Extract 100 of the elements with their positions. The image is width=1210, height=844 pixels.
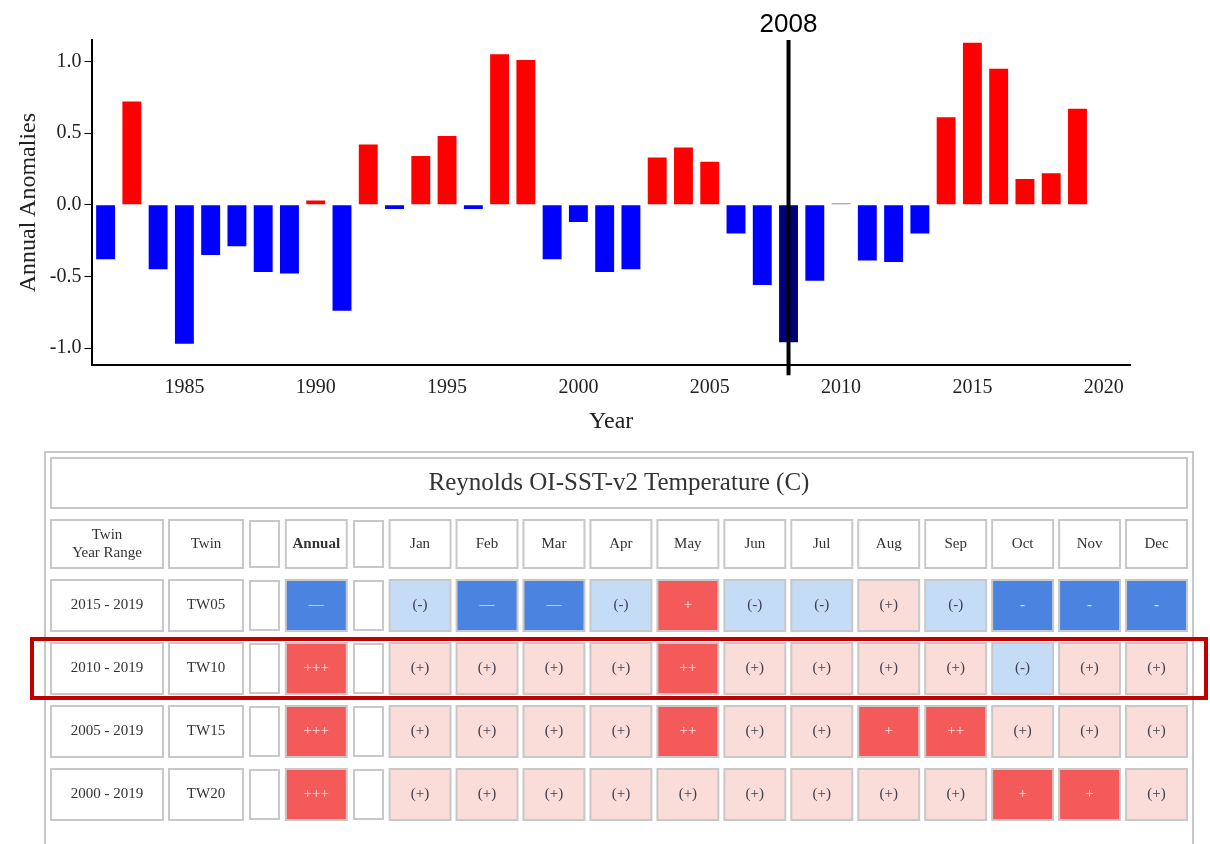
text: + (683, 596, 693, 613)
category-label: TW10 (186, 659, 226, 676)
bar (910, 205, 930, 234)
bar (726, 205, 746, 234)
y-tick-label: -0.5 (49, 263, 82, 286)
bar (542, 205, 562, 260)
category-label: Feb (475, 534, 499, 551)
x-tick-label: 1985 (164, 375, 205, 398)
text: (+) (611, 785, 631, 802)
text: (+) (410, 785, 430, 802)
text: (+) (544, 722, 564, 739)
text: (+) (1080, 659, 1099, 676)
x-tick-label: 2005 (689, 375, 730, 398)
text: ++ (679, 722, 697, 739)
x-tick-label: 1990 (295, 375, 336, 398)
category-label: Aug (875, 534, 903, 551)
category-label: 2010 - 2019 (70, 659, 144, 676)
text: Twin (190, 534, 222, 551)
text: (+) (611, 722, 631, 739)
text: — (308, 596, 324, 613)
text: (+) (477, 722, 497, 739)
bar (621, 205, 641, 270)
bar (332, 205, 352, 311)
text: Twin Year Range (72, 525, 143, 560)
bar (516, 60, 536, 205)
bar (201, 205, 221, 255)
text: +++ (303, 659, 329, 676)
bar (595, 205, 615, 273)
category-label: TW20 (186, 785, 226, 802)
category-label: 2005 - 2019 (70, 722, 144, 739)
bar (805, 205, 825, 281)
text: (+) (544, 785, 564, 802)
bar (174, 205, 194, 344)
category-label: Jun (744, 534, 766, 551)
text: (+) (1147, 722, 1166, 739)
text: +++ (303, 722, 329, 739)
text: (-) (747, 596, 763, 613)
bar (752, 205, 772, 285)
y-tick-label: 1.0 (56, 48, 82, 71)
text: (+) (745, 722, 765, 739)
x-axis-title: Year (589, 406, 634, 433)
text: (+) (1013, 722, 1032, 739)
bar (1041, 173, 1061, 205)
text: - (1087, 596, 1093, 613)
text: — (479, 596, 495, 613)
text: (+) (1080, 722, 1099, 739)
category-label: 2015 - 2019 (70, 596, 144, 613)
x-tick-label: 2015 (952, 375, 993, 398)
category-label: Sep (944, 534, 967, 551)
x-tick-label: 2010 (821, 375, 862, 398)
text: (+) (946, 785, 965, 802)
text: Reynolds OI-SST-v2 Temperature (C) (428, 467, 810, 496)
bar (700, 161, 720, 205)
bar (280, 205, 299, 274)
bar (674, 147, 693, 205)
bar (884, 205, 904, 263)
bar (463, 205, 483, 210)
text: (+) (946, 659, 965, 676)
category-label: Annual (292, 534, 341, 551)
text: (+) (812, 785, 831, 802)
bar (1015, 178, 1035, 205)
text: - (1154, 596, 1160, 613)
bar (253, 205, 273, 273)
bar (962, 42, 982, 205)
ref-line-label: 2008 (759, 8, 818, 39)
category-label: Mar (541, 534, 567, 551)
category-label: Apr (609, 534, 633, 551)
text: +++ (303, 785, 329, 802)
category-label: TW05 (186, 596, 226, 613)
bar (411, 156, 431, 205)
bar (437, 135, 457, 205)
text: (+) (544, 659, 564, 676)
x-tick-label: 1995 (427, 375, 468, 398)
text: (-) (948, 596, 964, 613)
category-label: Oct (1011, 534, 1035, 551)
text: (+) (611, 659, 631, 676)
text: (+) (879, 659, 898, 676)
text: (+) (678, 785, 698, 802)
text: (-) (1015, 659, 1031, 676)
text: (+) (879, 785, 898, 802)
bar (490, 54, 510, 205)
text: (+) (410, 659, 430, 676)
bar (385, 205, 404, 210)
category-label: Jan (410, 534, 431, 551)
bar (358, 144, 378, 205)
text: (+) (1147, 785, 1166, 802)
bar (227, 205, 247, 247)
text: ++ (679, 659, 697, 676)
text: (-) (613, 596, 629, 613)
text: (+) (410, 722, 430, 739)
bar (306, 200, 326, 205)
bar (647, 157, 667, 205)
bar (989, 68, 1009, 205)
text: (+) (812, 659, 831, 676)
category-label: May (674, 534, 703, 551)
x-tick-label: 2020 (1083, 375, 1124, 398)
text: (+) (477, 785, 497, 802)
bar (857, 205, 877, 261)
text: (+) (1147, 659, 1166, 676)
text: (-) (814, 596, 830, 613)
